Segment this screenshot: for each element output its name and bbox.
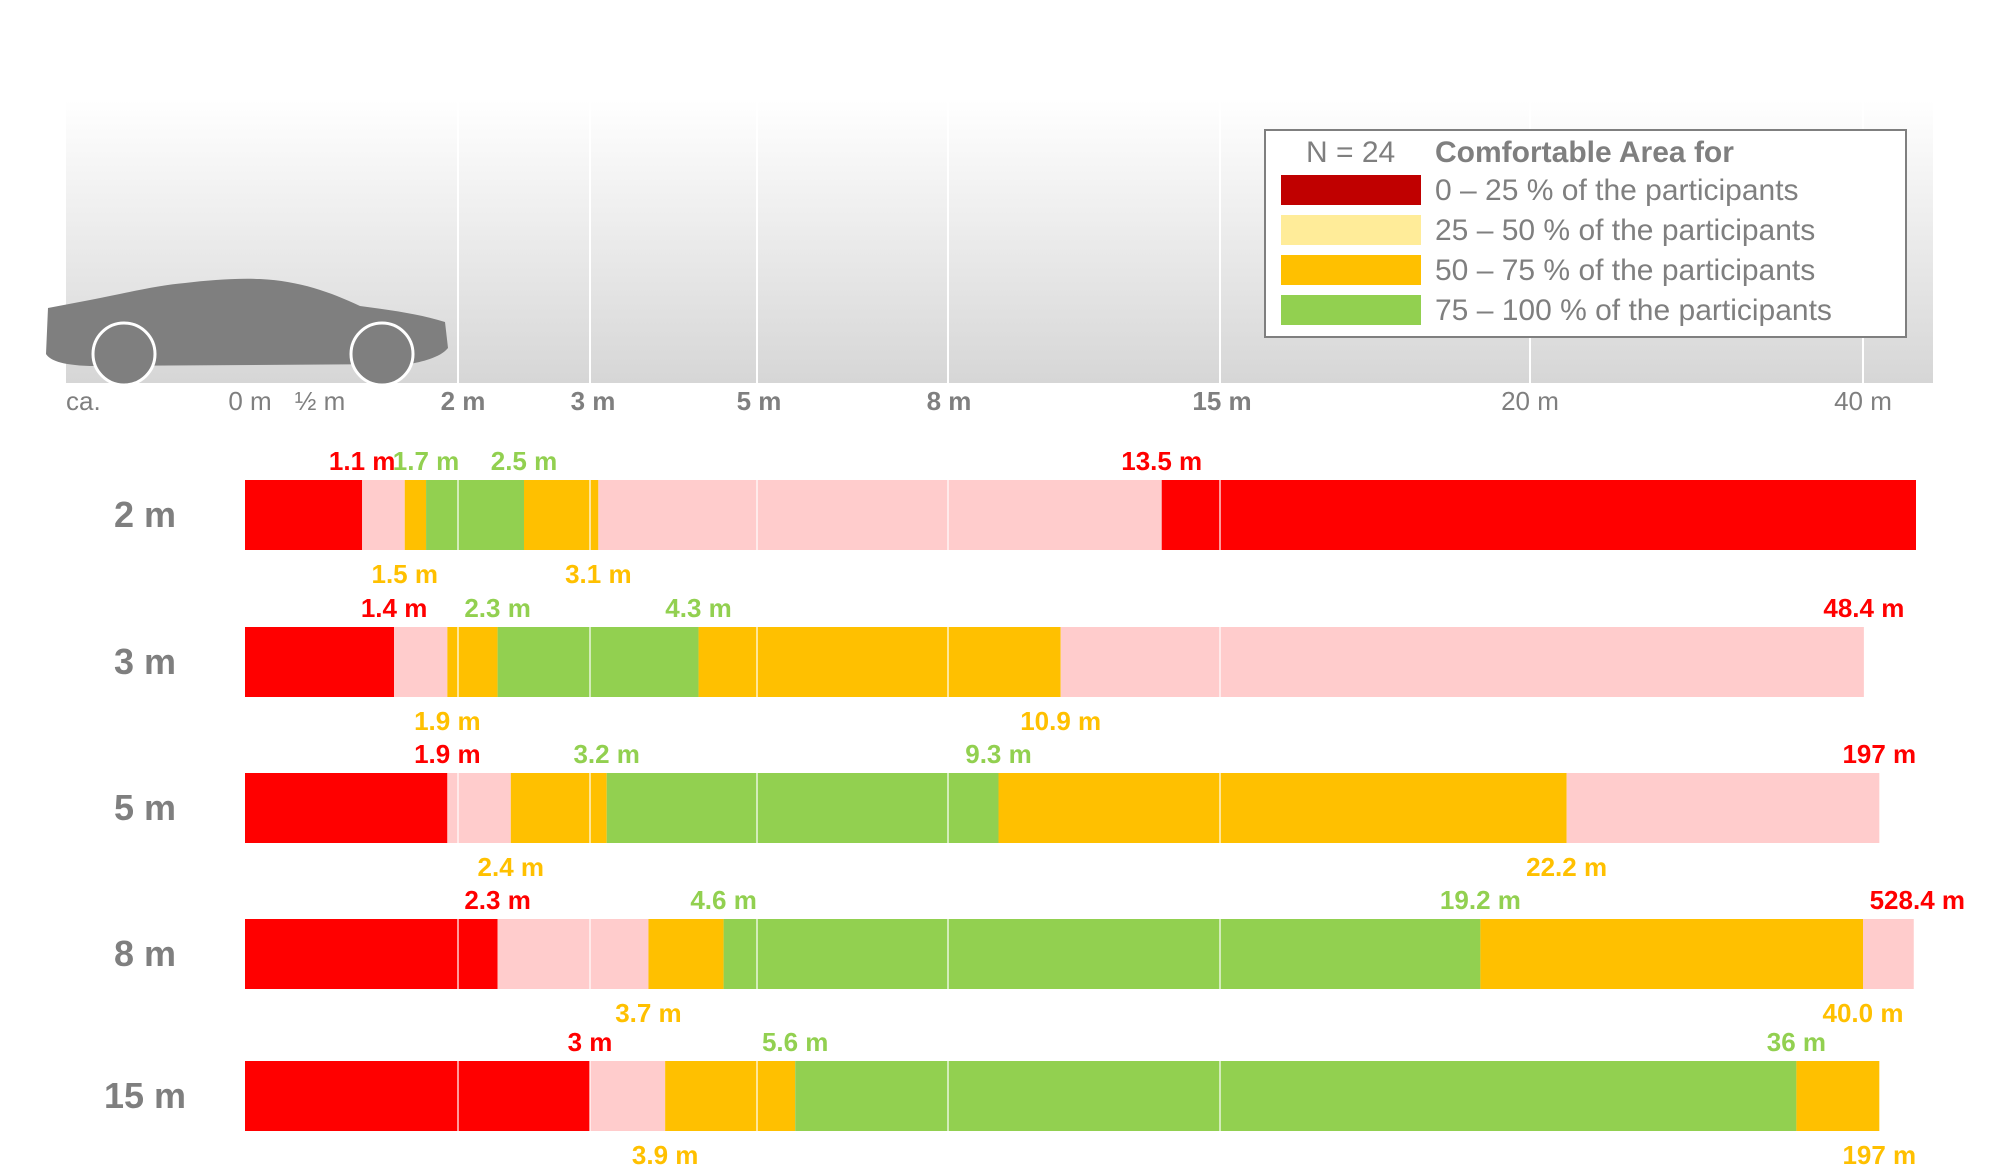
bar-segment [394, 627, 448, 697]
bar-label-top: 48.4 m [1823, 593, 1904, 623]
bar-segment [497, 919, 649, 989]
bar-segment [606, 773, 999, 843]
bar-segment [1863, 919, 1914, 989]
row-label: 2 m [114, 494, 176, 535]
bar-segment [245, 919, 498, 989]
row-label: 5 m [114, 787, 176, 828]
legend-swatch [1281, 295, 1421, 325]
legend-entry-label: 0 – 25 % of the participants [1435, 174, 1799, 207]
bar-segment [510, 773, 607, 843]
bar-segment [1060, 627, 1864, 697]
axis-tick-label: 3 m [571, 386, 616, 416]
car-icon [46, 278, 448, 387]
bar-segment [447, 773, 511, 843]
bar-row: 5 m 1.9 m 3.2 m 9.3 m 197 m 2.4 m 22.2 m [114, 739, 1916, 882]
bar-label-top: 13.5 m [1121, 446, 1202, 476]
bar-segment [590, 1061, 666, 1131]
legend-swatch [1281, 215, 1421, 245]
legend-entry-label: 50 – 75 % of the participants [1435, 254, 1815, 287]
bar-segment [665, 1061, 796, 1131]
bar-segment [426, 480, 524, 550]
legend-entry-label: 75 – 100 % of the participants [1435, 294, 1832, 327]
bar-segment [648, 919, 724, 989]
bar-label-top: 2.3 m [464, 593, 531, 623]
bar-segment [795, 1061, 1797, 1131]
bar-label-top: 3 m [568, 1027, 613, 1057]
axis-ticks: ca. 0 m ½ m 2 m 3 m 5 m 8 m 15 m 20 m 40 m [66, 386, 1892, 416]
bar-segment [404, 480, 427, 550]
bar-label-top: 2.3 m [464, 885, 531, 915]
bar-segment [447, 627, 498, 697]
bar-label-bottom: 197 m [1842, 1140, 1916, 1170]
bar-segment [245, 773, 448, 843]
axis-tick-label: 2 m [441, 386, 486, 416]
bar-segment [598, 480, 1162, 550]
row-label: 8 m [114, 933, 176, 974]
bar-segment [362, 480, 405, 550]
axis-tick-label: 20 m [1501, 386, 1559, 416]
row-label: 3 m [114, 641, 176, 682]
bar-label-top: 1.1 m [329, 446, 396, 476]
bar-row: 3 m 1.4 m 2.3 m 4.3 m 48.4 m 1.9 m 10.9 m [114, 593, 1904, 736]
bar-segment [723, 919, 1481, 989]
bar-segment [1480, 919, 1863, 989]
bar-label-top: 4.3 m [665, 593, 732, 623]
bar-segment [497, 627, 699, 697]
bar-label-top: 5.6 m [762, 1027, 829, 1057]
bar-label-top: 4.6 m [690, 885, 757, 915]
bar-label-top: 3.2 m [573, 739, 640, 769]
bar-label-bottom: 3.7 m [615, 998, 682, 1028]
bar-label-top: 197 m [1842, 739, 1916, 769]
bar-label-bottom: 22.2 m [1526, 852, 1607, 882]
bar-label-top: 1.9 m [414, 739, 481, 769]
bar-label-top: 1.4 m [361, 593, 428, 623]
axis-tick-label: 8 m [927, 386, 972, 416]
bar-row: 2 m 1.1 m1.7 m 2.5 m 13.5 m 1.5 m 3.1 m [114, 446, 1916, 589]
bar-segment [998, 773, 1567, 843]
bar-label-bottom: 1.5 m [372, 559, 439, 589]
bar-label-top: 528.4 m [1870, 885, 1965, 915]
bar-segment [1161, 480, 1916, 550]
axis-tick-label: ca. [66, 386, 101, 416]
axis-tick-label: 0 m [228, 386, 271, 416]
axis-tick-label: ½ m [295, 386, 346, 416]
legend-swatch [1281, 175, 1421, 205]
row-label: 15 m [104, 1075, 186, 1116]
bar-label-top: 1.7 m [393, 446, 460, 476]
bar-label-top: 36 m [1767, 1027, 1826, 1057]
bar-row: 8 m 2.3 m 4.6 m 19.2 m 528.4 m 3.7 m 40.0 m [114, 885, 1965, 1028]
bar-label-bottom: 2.4 m [478, 852, 545, 882]
bar-label-bottom: 10.9 m [1020, 706, 1101, 736]
bar-label-bottom: 1.9 m [414, 706, 481, 736]
bar-segment [524, 480, 599, 550]
bar-label-top: 9.3 m [965, 739, 1032, 769]
legend: N = 24 Comfortable Area for 0 – 25 % of th… [1264, 129, 1907, 338]
bar-rows: 2 m 1.1 m1.7 m 2.5 m 13.5 m 1.5 m 3.1 m 3 m 1.4… [104, 446, 1965, 1170]
legend-entry-label: 25 – 50 % of the participants [1435, 214, 1815, 247]
bar-segment [245, 627, 395, 697]
bar-row: 15 m 3 m 5.6 m 36 m 3.9 m 197 m [104, 1027, 1916, 1170]
legend-title: Comfortable Area for [1435, 136, 1734, 169]
bar-label-top: 2.5 m [491, 446, 558, 476]
axis-tick-label: 40 m [1834, 386, 1892, 416]
bar-label-bottom: 40.0 m [1823, 998, 1904, 1028]
bar-segment [1796, 1061, 1880, 1131]
axis-tick-label: 5 m [737, 386, 782, 416]
bar-segment [1566, 773, 1880, 843]
axis-tick-label: 15 m [1192, 386, 1251, 416]
bar-segment [245, 480, 363, 550]
bar-segment [698, 627, 1061, 697]
legend-n-label: N = 24 [1306, 136, 1395, 169]
bar-label-bottom: 3.9 m [632, 1140, 699, 1170]
bar-label-top: 19.2 m [1440, 885, 1521, 915]
bar-label-bottom: 3.1 m [565, 559, 632, 589]
legend-swatch [1281, 255, 1421, 285]
bar-segment [245, 1061, 590, 1131]
